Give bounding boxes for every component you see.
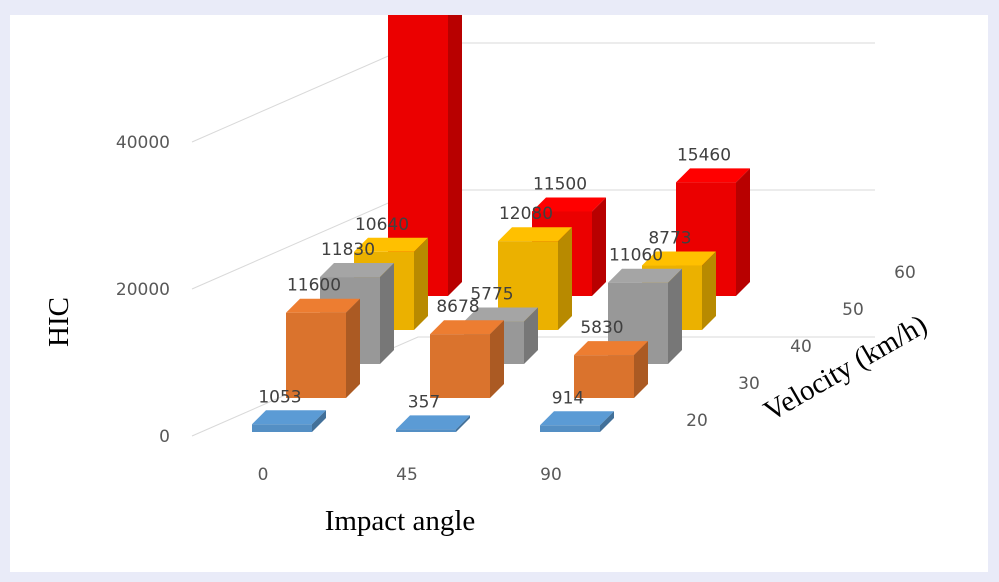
bars — [252, 15, 750, 432]
bar — [286, 298, 360, 398]
bar-front — [286, 312, 346, 398]
depth-tick-label: 20 — [686, 411, 708, 431]
bar-top — [464, 307, 538, 322]
depth-tick-label: 30 — [738, 374, 760, 394]
bar-top — [574, 341, 648, 356]
data-label: 5830 — [580, 318, 623, 338]
bar-side — [490, 320, 504, 398]
bar — [430, 320, 504, 398]
x-tick-label: 45 — [396, 465, 418, 485]
depth-tick-label: 50 — [842, 300, 864, 320]
bar-top — [354, 237, 428, 252]
data-label: 357 — [408, 392, 440, 412]
bar-top — [396, 415, 470, 430]
bar-side — [312, 410, 326, 432]
bar-front — [540, 425, 600, 432]
data-label: 1053 — [258, 387, 301, 407]
data-label: 11500 — [533, 174, 587, 194]
bar-top — [286, 298, 360, 313]
bar — [252, 410, 326, 432]
y-axis-title: HIC — [43, 297, 75, 347]
bar-side — [668, 268, 682, 364]
bar-top — [642, 251, 716, 266]
data-label: 15460 — [677, 145, 731, 165]
y-tick-label: 0 — [159, 427, 170, 447]
data-label: 914 — [552, 388, 584, 408]
data-label: 5775 — [470, 285, 513, 305]
depth-axis-ticks: 20 30 40 50 60 — [686, 263, 916, 431]
bar-front — [574, 355, 634, 398]
gridline — [191, 42, 875, 143]
bar — [396, 415, 470, 432]
bar-top — [676, 168, 750, 183]
x-axis-title: Impact angle — [325, 505, 476, 537]
bar-side — [592, 197, 606, 296]
bar-side — [414, 237, 428, 330]
data-label: 11060 — [609, 246, 663, 266]
depth-axis-title: Velocity (km/h) — [758, 309, 932, 428]
bar-side — [702, 251, 716, 330]
bar-side — [456, 415, 470, 432]
bar-top — [540, 411, 614, 426]
y-axis-ticks: 0200004000060000 — [116, 133, 170, 447]
data-label: 11600 — [287, 276, 341, 296]
bar-top — [498, 227, 572, 242]
bar-side — [600, 411, 614, 432]
x-tick-label: 90 — [540, 465, 562, 485]
bar-side — [634, 341, 648, 398]
data-label: 11830 — [321, 240, 375, 260]
data-label: 8678 — [436, 297, 479, 317]
x-tick-label: 0 — [258, 465, 269, 485]
data-label: 12080 — [499, 204, 553, 224]
x-axis-ticks: 0 45 90 — [258, 465, 562, 485]
y-tick-label: 40000 — [116, 133, 170, 153]
bar — [574, 341, 648, 398]
bar — [540, 411, 614, 432]
bar-top — [532, 197, 606, 212]
bar-top — [608, 268, 682, 283]
bar-side — [448, 15, 462, 296]
bar-top — [430, 320, 504, 335]
bar-top — [320, 263, 394, 278]
gridline — [191, 336, 875, 437]
data-label: 8773 — [648, 229, 691, 249]
data-label: 10640 — [355, 215, 409, 235]
bar-side — [346, 298, 360, 398]
data-labels: 5040011500154601064012080877311830577511… — [258, 145, 731, 412]
y-tick-label: 20000 — [116, 280, 170, 300]
bar-side — [558, 227, 572, 330]
bar-top — [252, 410, 326, 425]
bar-front — [396, 429, 456, 432]
bar-side — [736, 168, 750, 296]
depth-tick-label: 60 — [894, 263, 916, 283]
bar-front — [252, 424, 312, 432]
bar-side — [380, 263, 394, 364]
bar-side — [524, 307, 538, 364]
bar-front — [430, 334, 490, 398]
depth-tick-label: 40 — [790, 337, 812, 357]
